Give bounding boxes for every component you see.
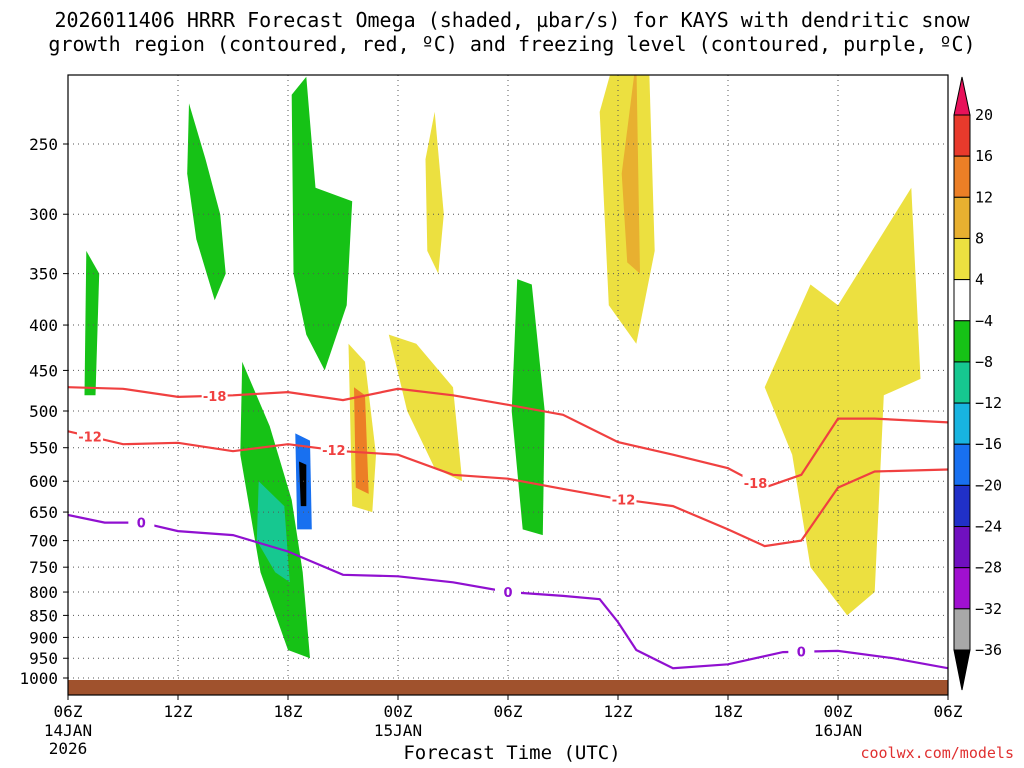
y-tick-label: 350 — [29, 265, 58, 284]
y-tick-label: 750 — [29, 558, 58, 577]
colorbar-bottom-arrow — [953, 649, 971, 691]
chart-title: 2026011406 HRRR Forecast Omega (shaded, … — [0, 8, 1024, 56]
dgz-contour-minus12 — [68, 430, 948, 548]
colorbar-label: −24 — [975, 518, 1002, 536]
freezing-level-contour — [68, 513, 948, 670]
colorbar-bin — [953, 237, 971, 281]
y-tick-label: 950 — [29, 649, 58, 668]
colorbar-bin — [953, 443, 971, 486]
colorbar-label: −12 — [975, 394, 1002, 412]
freezing-level-contour-label-bg-1 — [495, 584, 521, 600]
x-tick-label: 18Z — [714, 702, 743, 721]
freezing-level-contour-label-bg-2 — [788, 643, 815, 659]
colorbar-label: 16 — [975, 147, 993, 165]
y-axis: 250 300 350 400 450 500 550 600 650 700 750 800 850 9… — [19, 135, 68, 688]
x-tick-label: 00Z — [384, 702, 413, 721]
colorbar-bin — [953, 526, 971, 569]
colorbar-label: 12 — [975, 188, 993, 206]
colorbar-bin — [953, 279, 971, 322]
colorbar-label: −36 — [975, 641, 1002, 659]
dgz-contour-minus12-label-0: -12 — [78, 430, 102, 445]
omega-region-core-dark-18z — [299, 461, 307, 507]
colorbar-label: −4 — [975, 312, 993, 330]
omega-region-green-column-18z — [291, 76, 353, 371]
x-tick-year: 2026 — [49, 739, 88, 758]
colorbar-bin — [953, 114, 971, 157]
y-tick-label: 400 — [29, 316, 58, 335]
y-tick-label: 250 — [29, 135, 58, 154]
y-tick-label: 1000 — [19, 669, 58, 688]
dgz-contour-minus12-label-bg-1 — [320, 442, 347, 458]
colorbar-bin — [953, 484, 971, 528]
dgz-contour-minus12-label-bg-0 — [77, 428, 103, 444]
colorbar-bin — [953, 196, 971, 239]
dgz-contour-minus12-label-bg-2 — [610, 491, 637, 507]
x-axis-title: Forecast Time (UTC) — [403, 742, 621, 764]
freezing-level-contour-label-bg-0 — [128, 514, 155, 530]
colorbar-label: −8 — [975, 353, 993, 371]
colorbar-bin — [953, 402, 971, 445]
y-tick-label: 300 — [29, 205, 58, 224]
x-tick-label: 12Z — [164, 702, 193, 721]
colorbar-bin — [953, 361, 971, 404]
omega-region-orange-12z — [621, 75, 640, 274]
x-tick-label: 18Z — [274, 702, 303, 721]
dgz-contour-minus18-label-1: -18 — [744, 477, 768, 492]
colorbar: 20 16 12 8 4 −4 −8 −12 −16 −20 −24 −28 −32 −36 — [953, 76, 1002, 691]
colorbar-label: 20 — [975, 106, 993, 124]
colorbar-bin — [953, 320, 971, 363]
x-tick-label: 12Z — [604, 702, 633, 721]
freezing-level-contour-label-2: 0 — [797, 646, 806, 661]
x-tick-label: 06Z — [934, 702, 963, 721]
y-tick-label: 650 — [29, 503, 58, 522]
dgz-contour-minus12-label-1: -12 — [322, 444, 346, 459]
y-tick-label: 800 — [29, 583, 58, 602]
colorbar-label: 4 — [975, 271, 984, 289]
colorbar-label: −32 — [975, 600, 1002, 618]
ground-terrain — [68, 680, 948, 695]
dgz-contour-minus18-label-0: -18 — [203, 390, 227, 405]
omega-region-green-09z — [511, 279, 545, 536]
dgz-contour-minus18-label-bg-0 — [201, 387, 228, 403]
dgz-contour-minus18-label-bg-1 — [742, 474, 769, 490]
colorbar-label: −20 — [975, 476, 1002, 494]
y-tick-label: 450 — [29, 361, 58, 380]
source-credit: coolwx.com/models — [860, 744, 1014, 762]
x-tick-label: 06Z — [494, 702, 523, 721]
dgz-contour-minus12-label-2: -12 — [612, 494, 636, 509]
colorbar-bin — [953, 155, 971, 198]
colorbar-top-arrow — [953, 76, 971, 116]
chart-title-line2: growth region (contoured, red, ºC) and f… — [48, 32, 976, 56]
colorbar-bin — [953, 567, 971, 610]
x-tick-label: 06Z — [54, 702, 83, 721]
colorbar-bin — [953, 608, 971, 651]
x-tick-date: 14JAN — [44, 721, 92, 740]
omega-region-green-small — [84, 250, 100, 396]
freezing-level-contour-label-0: 0 — [137, 517, 146, 532]
colorbar-label: 8 — [975, 229, 984, 247]
omega-region-yellow-00z — [388, 334, 463, 482]
y-tick-label: 550 — [29, 439, 58, 458]
omega-region-yellow-00z16 — [764, 187, 921, 616]
y-tick-label: 600 — [29, 472, 58, 491]
x-tick-label: 00Z — [824, 702, 853, 721]
chart-title-line1: 2026011406 HRRR Forecast Omega (shaded, … — [54, 8, 970, 32]
x-tick-date: 15JAN — [374, 721, 422, 740]
colorbar-label: −16 — [975, 435, 1002, 453]
y-tick-label: 500 — [29, 402, 58, 421]
omega-region-teal-low-16z — [256, 481, 290, 583]
omega-shading — [84, 75, 921, 659]
omega-region-yellow-upper-03z — [425, 111, 444, 274]
y-tick-label: 700 — [29, 532, 58, 551]
omega-region-green-upper-12z — [187, 103, 226, 301]
y-tick-label: 850 — [29, 606, 58, 625]
freezing-level-contour-label-1: 0 — [503, 586, 512, 601]
x-tick-date: 16JAN — [814, 721, 862, 740]
y-tick-label: 900 — [29, 628, 58, 647]
colorbar-label: −28 — [975, 559, 1002, 577]
omega-region-orange-21z — [354, 387, 369, 494]
